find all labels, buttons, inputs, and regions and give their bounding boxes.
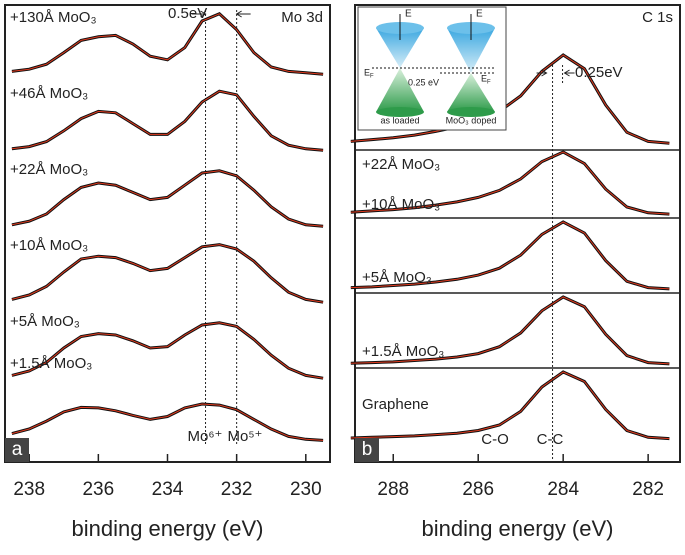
series-label: +1.5Å MoO₃ bbox=[10, 355, 92, 372]
fit-curve bbox=[11, 322, 324, 379]
series-label: +5Å MoO₃ bbox=[10, 313, 80, 330]
inset-text: F bbox=[487, 80, 491, 86]
series-label: +10Å MoO₃ bbox=[362, 196, 440, 213]
series-label: Graphene bbox=[362, 396, 429, 413]
inset-text: E bbox=[481, 73, 487, 83]
series-label: +10Å MoO₃ bbox=[10, 237, 88, 254]
peak-label: Mo⁵⁺ bbox=[228, 428, 263, 445]
peak-label: C-C bbox=[537, 431, 564, 448]
fit-curve bbox=[350, 151, 670, 215]
panel-label-box bbox=[355, 438, 379, 462]
shift-arrow bbox=[536, 69, 575, 77]
shift-label: 0.5eV bbox=[168, 5, 207, 22]
panel-a-frame bbox=[4, 4, 331, 463]
inset-text: 0.25 eV bbox=[408, 77, 439, 87]
peak-label: C-O bbox=[481, 431, 509, 448]
fit-curve bbox=[11, 170, 324, 227]
fit-curve bbox=[350, 296, 670, 365]
spectrum bbox=[11, 402, 324, 442]
fit-curve bbox=[350, 54, 670, 144]
shift-label: 0.25eV bbox=[575, 64, 623, 81]
cone bbox=[447, 107, 495, 117]
x-tick-label: 286 bbox=[462, 479, 494, 500]
shift-arrow bbox=[191, 10, 207, 18]
series-label: +1.5Å MoO₃ bbox=[362, 343, 444, 360]
series-label: +22Å MoO₃ bbox=[10, 161, 88, 178]
panel-title: Mo 3d bbox=[281, 9, 323, 26]
panel-b-frame bbox=[354, 4, 681, 463]
series-label: +5Å MoO₃ bbox=[362, 269, 432, 286]
fit-curve bbox=[350, 221, 670, 290]
inset-text: E bbox=[405, 9, 412, 20]
inset-text: E bbox=[476, 9, 483, 20]
fit-curve bbox=[350, 371, 670, 440]
cone bbox=[376, 28, 424, 68]
panel-title: C 1s bbox=[642, 9, 673, 26]
inset-text: F bbox=[370, 74, 374, 80]
series-label: +46Å MoO₃ bbox=[10, 85, 88, 102]
x-tick-label: 284 bbox=[547, 479, 579, 500]
series-label: +130Å MoO₃ bbox=[10, 9, 97, 26]
panel-label: a bbox=[12, 439, 23, 460]
series-label: +22Å MoO₃ bbox=[362, 156, 440, 173]
cone bbox=[447, 28, 495, 73]
shift-arrow bbox=[235, 10, 251, 18]
panel-label-box bbox=[5, 438, 29, 462]
x-tick-label: 282 bbox=[632, 479, 664, 500]
fit-curve bbox=[11, 244, 324, 303]
inset: E E E F E F 0.25 eV as loaded MoO₃ doped bbox=[357, 6, 507, 131]
fit-curve bbox=[11, 403, 324, 441]
spectrum bbox=[11, 169, 324, 228]
cone bbox=[447, 73, 495, 112]
panel-label: b bbox=[362, 439, 373, 460]
cone bbox=[376, 107, 424, 117]
inset-text: as loaded bbox=[380, 115, 419, 125]
x-axis-label: binding energy (eV) bbox=[71, 516, 263, 541]
cone bbox=[376, 68, 424, 112]
x-tick-label: 288 bbox=[377, 479, 409, 500]
x-axis-label: binding energy (eV) bbox=[421, 516, 613, 541]
x-tick-label: 234 bbox=[152, 479, 184, 500]
inset-text: E bbox=[364, 67, 370, 77]
peak-label: Mo⁶⁺ bbox=[188, 428, 223, 445]
x-tick-label: 236 bbox=[82, 479, 114, 500]
x-tick-label: 238 bbox=[13, 479, 45, 500]
x-tick-label: 232 bbox=[221, 479, 253, 500]
fit-curve bbox=[11, 13, 324, 75]
x-tick-label: 230 bbox=[290, 479, 322, 500]
inset-text: MoO₃ doped bbox=[446, 115, 497, 125]
fit-curve bbox=[11, 90, 324, 151]
